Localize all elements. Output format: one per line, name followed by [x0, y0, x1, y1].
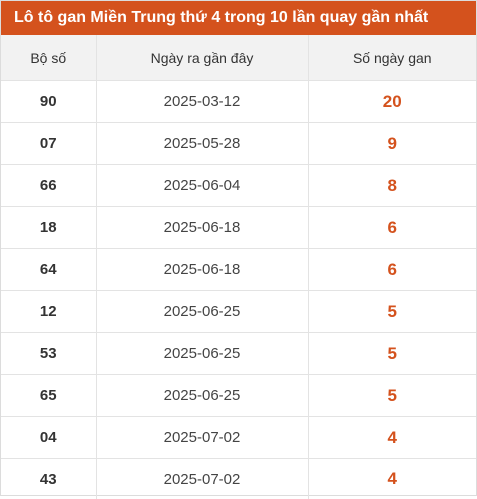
last-date: 2025-06-04: [96, 165, 308, 207]
table-row: 65 2025-06-25 5: [1, 375, 476, 417]
gan-days: 4: [308, 417, 476, 459]
gan-days: 5: [308, 333, 476, 375]
lo-number: 65: [1, 375, 96, 417]
last-date: 2025-06-18: [96, 249, 308, 291]
column-header-days: Số ngày gan: [308, 35, 476, 81]
last-date: 2025-06-25: [96, 333, 308, 375]
lo-number: 53: [1, 333, 96, 375]
last-date: 2025-06-18: [96, 207, 308, 249]
gan-days: 5: [308, 375, 476, 417]
last-date: 2025-05-28: [96, 123, 308, 165]
table-row: 12 2025-06-25 5: [1, 291, 476, 333]
table-row: 53 2025-06-25 5: [1, 333, 476, 375]
table-row: 64 2025-06-18 6: [1, 249, 476, 291]
gan-days: 6: [308, 249, 476, 291]
lo-number: 07: [1, 123, 96, 165]
column-header-number: Bộ số: [1, 35, 96, 81]
last-date: 2025-07-02: [96, 459, 308, 499]
lo-number: 18: [1, 207, 96, 249]
table-row: 07 2025-05-28 9: [1, 123, 476, 165]
gan-days: 6: [308, 207, 476, 249]
last-date: 2025-07-02: [96, 417, 308, 459]
column-header-date: Ngày ra gần đây: [96, 35, 308, 81]
table-row: 66 2025-06-04 8: [1, 165, 476, 207]
lo-gan-table: Bộ số Ngày ra gần đây Số ngày gan 90 202…: [1, 35, 476, 499]
gan-days: 4: [308, 459, 476, 499]
lo-number: 04: [1, 417, 96, 459]
widget-title: Lô tô gan Miền Trung thứ 4 trong 10 lần …: [1, 1, 476, 35]
last-date: 2025-03-12: [96, 81, 308, 123]
gan-days: 8: [308, 165, 476, 207]
table-row: 04 2025-07-02 4: [1, 417, 476, 459]
table-row: 43 2025-07-02 4: [1, 459, 476, 499]
last-date: 2025-06-25: [96, 375, 308, 417]
lo-number: 64: [1, 249, 96, 291]
gan-days: 9: [308, 123, 476, 165]
table-row: 90 2025-03-12 20: [1, 81, 476, 123]
table-row: 18 2025-06-18 6: [1, 207, 476, 249]
lo-number: 12: [1, 291, 96, 333]
lo-number: 90: [1, 81, 96, 123]
gan-days: 20: [308, 81, 476, 123]
gan-days: 5: [308, 291, 476, 333]
table-header-row: Bộ số Ngày ra gần đây Số ngày gan: [1, 35, 476, 81]
lo-number: 66: [1, 165, 96, 207]
lo-number: 43: [1, 459, 96, 499]
last-date: 2025-06-25: [96, 291, 308, 333]
